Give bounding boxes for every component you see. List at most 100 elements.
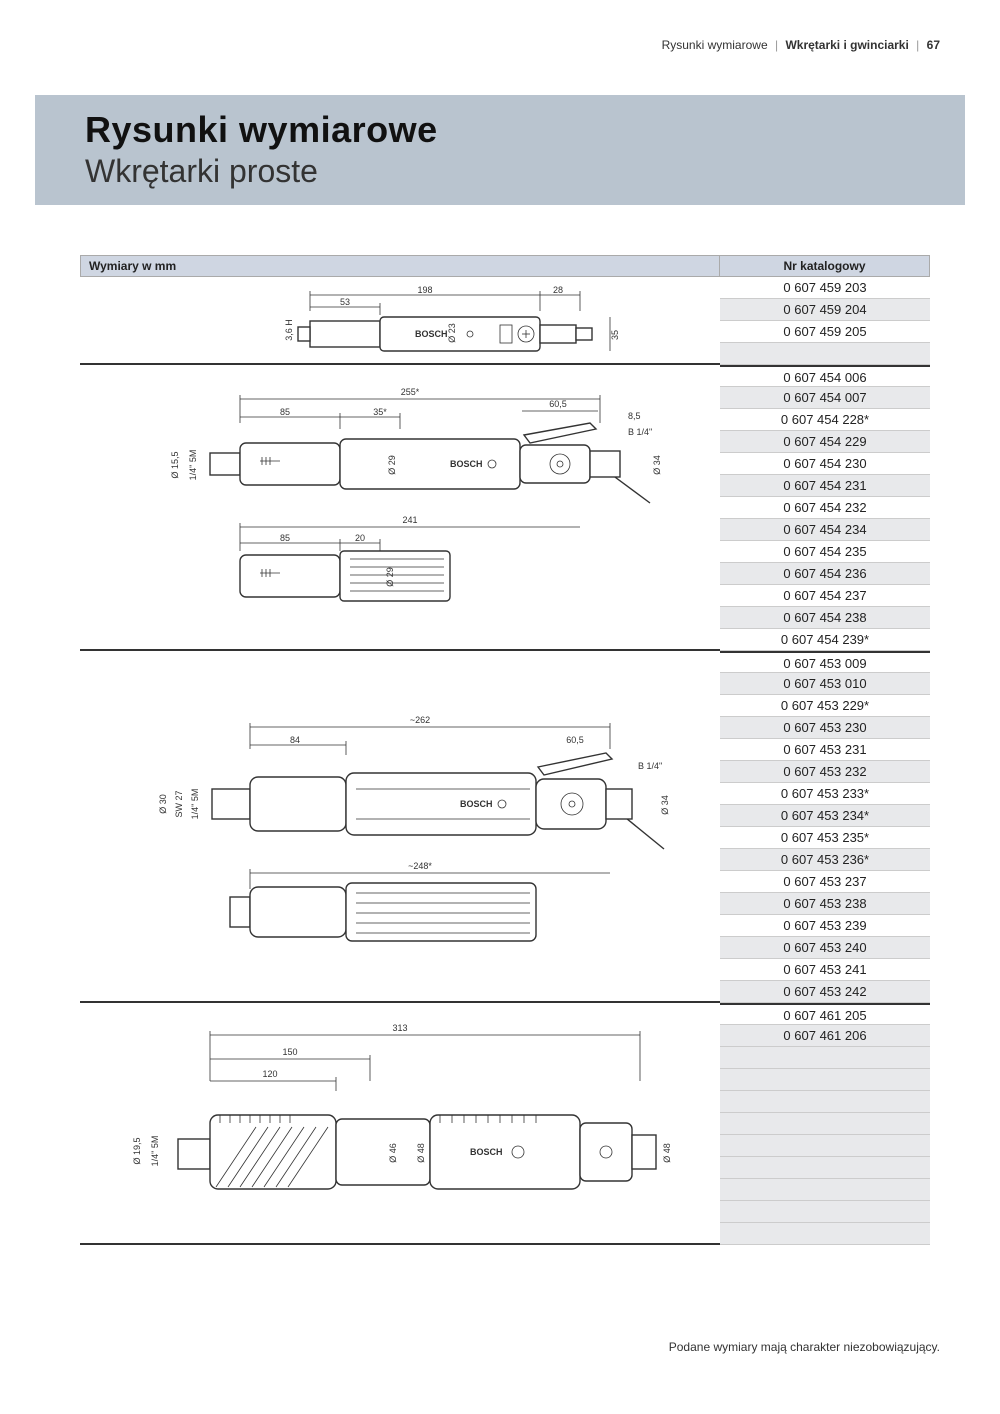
header-catalog: Nr katalogowy [720,255,930,277]
dim-bit: 1/4" 5M [150,1136,160,1167]
dim-tail: 28 [553,285,563,295]
dim-len1: 313 [392,1023,407,1033]
catalog-row: 0 607 453 240 [720,937,930,959]
brand-label: BOSCH [460,799,493,809]
dim-len-b: 241 [402,515,417,525]
dim-dia1: Ø 23 [447,323,457,343]
breadcrumb-a: Rysunki wymiarowe [662,38,768,52]
catalog-row: 0 607 454 228* [720,409,930,431]
catalog-row [720,1223,930,1245]
catalog-row: 0 607 453 236* [720,849,930,871]
catalog-row: 0 607 461 206 [720,1025,930,1047]
catalog-row: 0 607 453 237 [720,871,930,893]
catalog-row: 0 607 453 232 [720,761,930,783]
catalog-row: 0 607 461 205 [720,1003,930,1025]
catalog-row: 0 607 453 242 [720,981,930,1003]
catalog-row [720,1069,930,1091]
catalog-row: 0 607 454 007 [720,387,930,409]
catalog-row: 0 607 454 235 [720,541,930,563]
brand-label: BOSCH [450,459,483,469]
catalog-row: 0 607 453 235* [720,827,930,849]
dim-mid-b: 20 [355,533,365,543]
catalog-row: 0 607 459 205 [720,321,930,343]
catalog-row: 0 607 454 232 [720,497,930,519]
catalog-row [720,1179,930,1201]
page-subtitle: Wkrętarki proste [85,153,915,190]
dim-dia-shaft: Ø 19,5 [132,1137,142,1164]
catalog-column: 0 607 459 2030 607 459 2040 607 459 205 0… [720,277,930,1245]
dim-dia-shaft: Ø 15,5 [170,451,180,478]
catalog-row: 0 607 453 234* [720,805,930,827]
catalog-row: 0 607 454 230 [720,453,930,475]
catalog-row: 0 607 454 236 [720,563,930,585]
dim-len3: 120 [262,1069,277,1079]
brand-label: BOSCH [415,329,448,339]
catalog-row: 0 607 454 237 [720,585,930,607]
dim-lever: 60,5 [549,399,567,409]
breadcrumb-b: Wkrętarki i gwinciarki [785,38,908,52]
catalog-row: 0 607 453 231 [720,739,930,761]
drawing-3: ~262 84 60,5 B 1/4" Ø 30 [80,651,720,1003]
catalog-row: 0 607 459 203 [720,277,930,299]
footer-note: Podane wymiary mają charakter niezobowią… [669,1340,940,1354]
breadcrumb: Rysunki wymiarowe | Wkrętarki i gwinciar… [662,38,940,52]
catalog-row: 0 607 453 010 [720,673,930,695]
dim-len-b: ~248* [408,861,432,871]
catalog-row: 0 607 454 239* [720,629,930,651]
catalog-row [720,1157,930,1179]
dim-grip: 85 [280,407,290,417]
dim-sw: SW 27 [174,790,184,817]
catalog-row: 0 607 453 229* [720,695,930,717]
catalog-row: 0 607 454 006 [720,365,930,387]
dim-bit2: 1/4" 5M [190,789,200,820]
dim-gap: 8,5 [628,411,641,421]
catalog-row: 0 607 453 009 [720,651,930,673]
drawings-column: 198 28 53 3,6 H [80,277,720,1245]
dim-dia-head: Ø 48 [662,1143,672,1163]
dim-mid: 35* [373,407,387,417]
catalog-row [720,1113,930,1135]
table-header: Wymiary w mm Nr katalogowy [80,255,930,277]
dim-h: 35 [610,330,620,340]
dim-grip: 84 [290,735,300,745]
breadcrumb-page: 67 [927,38,940,52]
header-dimensions: Wymiary w mm [80,255,720,277]
dim-dia-b1: Ø 46 [388,1143,398,1163]
drawing-1: 198 28 53 3,6 H [80,277,720,365]
catalog-row [720,1201,930,1223]
dim-hex: 3,6 H [284,319,294,341]
dim-len: 255* [401,387,420,397]
catalog-row: 0 607 453 239 [720,915,930,937]
dim-dia-body-b: Ø 29 [385,567,395,587]
dim-len: ~262 [410,715,430,725]
content: Wymiary w mm Nr katalogowy 198 28 [80,255,930,1245]
catalog-row: 0 607 453 230 [720,717,930,739]
catalog-row: 0 607 453 241 [720,959,930,981]
dim-grip: 53 [340,297,350,307]
drawing-2: 255* 85 35* 60,5 8,5 [80,365,720,651]
dim-bit: B 1/4" [628,427,652,437]
catalog-row [720,1091,930,1113]
catalog-row: 0 607 453 233* [720,783,930,805]
dim-lever: 60,5 [566,735,584,745]
dim-dia-head: Ø 34 [660,795,670,815]
catalog-row [720,1047,930,1069]
catalog-row [720,343,930,365]
dim-bit2: 1/4" 5M [188,450,198,481]
title-block: Rysunki wymiarowe Wkrętarki proste [35,95,965,205]
dim-grip-b: 85 [280,533,290,543]
dim-len2: 150 [282,1047,297,1057]
dim-dia-body: Ø 29 [387,455,397,475]
catalog-row: 0 607 459 204 [720,299,930,321]
dim-dia-b2: Ø 48 [416,1143,426,1163]
dim-dia-shaft: Ø 30 [158,794,168,814]
dim-bit: B 1/4" [638,761,662,771]
dim-len: 198 [417,285,432,295]
drawing-4: 313 150 120 Ø 19,5 1/4" 5M [80,1003,720,1245]
brand-label: BOSCH [470,1147,503,1157]
catalog-row [720,1135,930,1157]
catalog-row: 0 607 454 238 [720,607,930,629]
page-title: Rysunki wymiarowe [85,109,915,151]
catalog-row: 0 607 454 234 [720,519,930,541]
dim-dia-head: Ø 34 [652,455,662,475]
